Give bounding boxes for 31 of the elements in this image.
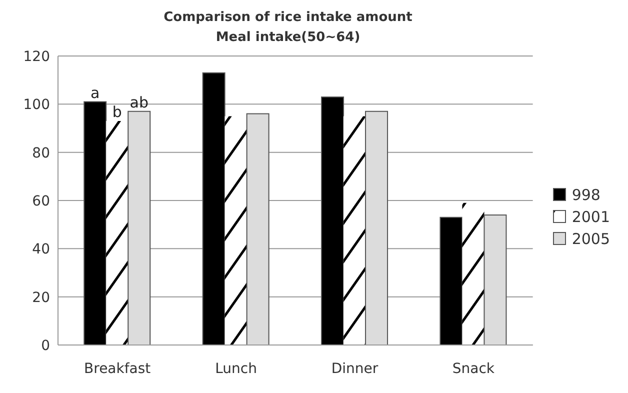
bar xyxy=(202,72,226,345)
annotation: b xyxy=(112,103,122,122)
bar xyxy=(321,96,344,345)
y-tick-label: 40 xyxy=(32,242,50,258)
y-tick-label: 100 xyxy=(23,97,50,114)
bar xyxy=(128,110,151,345)
x-tick-label: Lunch xyxy=(215,360,257,377)
bar xyxy=(246,113,270,345)
bar xyxy=(484,214,507,345)
bar xyxy=(344,116,366,345)
y-tick-label: 20 xyxy=(32,290,50,306)
bar xyxy=(84,101,107,345)
bar xyxy=(365,110,388,345)
chart-subtitle: Meal intake(50~64) xyxy=(214,29,362,47)
y-tick-label: 60 xyxy=(32,193,50,210)
bar xyxy=(440,216,463,345)
x-tick-label: Dinner xyxy=(331,360,378,377)
annotation: ab xyxy=(130,93,148,112)
y-tick-label: 80 xyxy=(32,145,50,162)
bar xyxy=(106,121,128,345)
bar xyxy=(462,202,484,345)
annotation: a xyxy=(90,84,100,102)
legend-label: 2001 xyxy=(572,208,610,226)
legend-label: 2005 xyxy=(572,230,610,248)
y-tick-label: 0 xyxy=(41,338,50,354)
bar xyxy=(224,116,247,345)
x-tick-label: Snack xyxy=(452,360,496,377)
y-tick-label: 120 xyxy=(23,48,50,65)
x-tick-label: Breakfast xyxy=(84,360,152,377)
legend-label: 998 xyxy=(572,186,600,204)
chart-title: Comparison of rice intake amount xyxy=(162,9,414,27)
